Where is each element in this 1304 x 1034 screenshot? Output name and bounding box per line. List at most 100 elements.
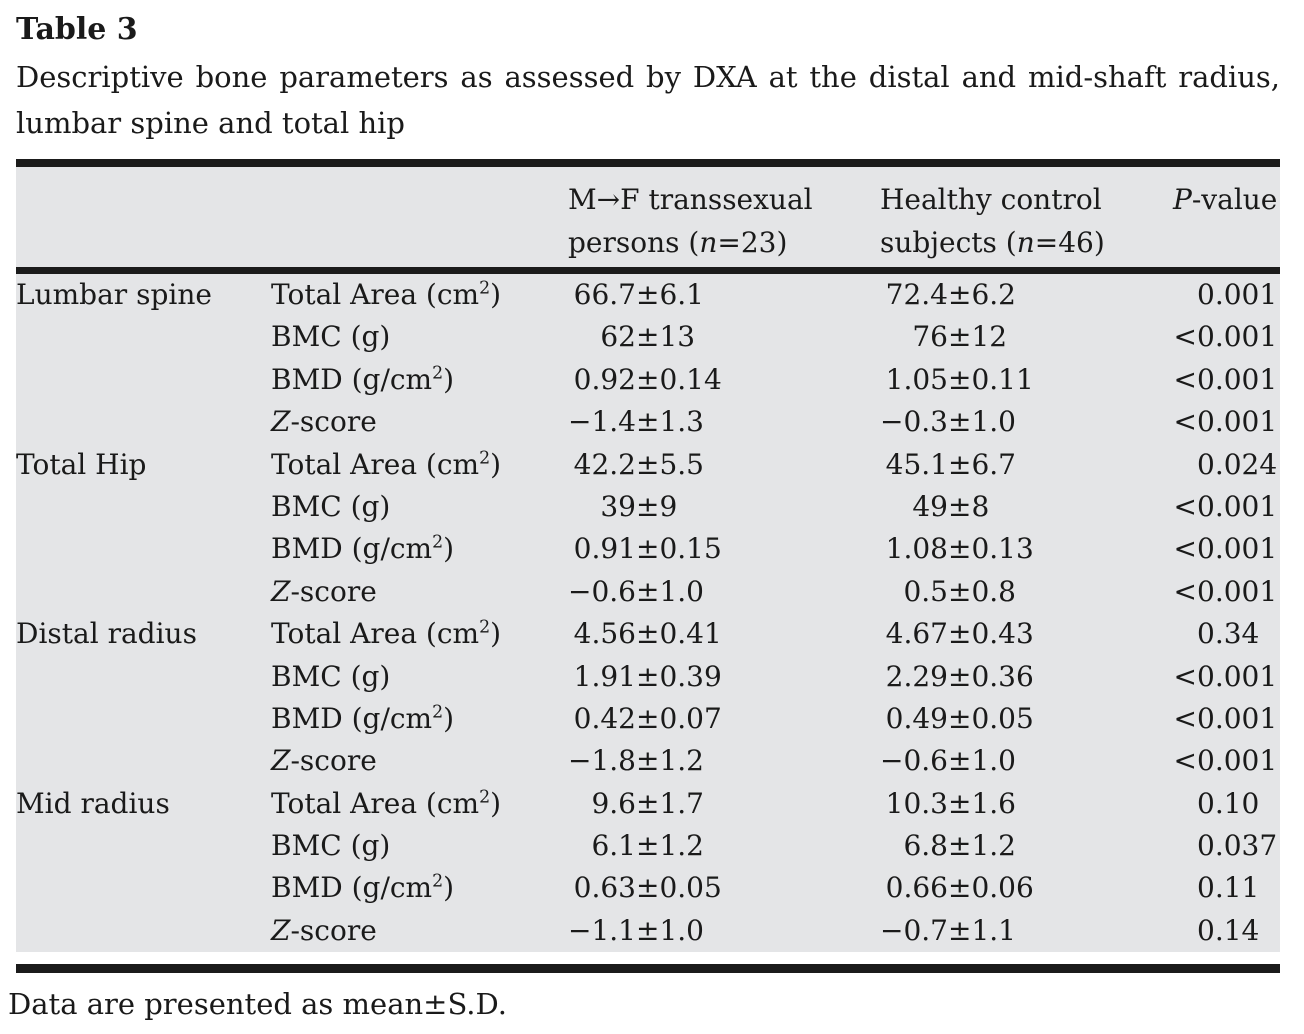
cell-transsexual-value: 1.91±0.39 xyxy=(573,659,722,693)
cell-transsexual-value: −0.6±1.0 xyxy=(568,574,704,608)
cell-p-value: <0.001 xyxy=(1173,316,1280,358)
plus-minus: ± xyxy=(948,362,972,396)
table-row: BMC (g) 39±9 49±8 <0.001 xyxy=(16,486,1280,528)
cell-control-value: 1.05±0.11 xyxy=(885,362,1034,396)
cell-p-value: <0.001 xyxy=(1173,359,1280,401)
cell-control-value: −0.3±1.0 xyxy=(880,405,1016,439)
cell-transsexual-value: 0.63±0.05 xyxy=(573,871,722,905)
cell-transsexual-value: 0.91±0.15 xyxy=(573,532,722,566)
table-row: BMC (g) 1.91±0.39 2.29±0.36 <0.001 xyxy=(16,656,1280,698)
less-than-prefix: < xyxy=(1173,489,1197,523)
plus-minus: ± xyxy=(636,278,660,311)
cell-control-value: 49±8 xyxy=(912,489,990,523)
cell-transsexual-value: −1.4±1.3 xyxy=(568,405,704,439)
cell-transsexual-value: 42.2±5.5 xyxy=(573,447,704,481)
plus-minus: ± xyxy=(948,744,972,778)
cell-control-value: 0.5±0.8 xyxy=(903,574,1016,608)
plus-minus: ± xyxy=(948,786,972,820)
cell-p-value: 0.14 xyxy=(1197,913,1260,947)
row-parameter-label: Z-score xyxy=(271,405,377,439)
cell-p-value: 0.10 xyxy=(1197,786,1260,820)
header-cell-empty-region xyxy=(16,167,271,267)
cell-transsexual-value: 6.1±1.2 xyxy=(591,829,704,863)
plus-minus: ± xyxy=(948,701,972,735)
plus-minus: ± xyxy=(948,617,972,651)
row-region-label xyxy=(16,656,271,698)
cell-p-value: <0.001 xyxy=(1173,698,1280,740)
row-parameter-label: BMC (g) xyxy=(271,659,391,693)
header-control-line2: subjects (n=46) xyxy=(880,226,1105,259)
table-row: Z-score −1.1±1.0 −0.7±1.1 0.14 xyxy=(16,910,1280,952)
cell-p-value: <0.001 xyxy=(1173,528,1280,570)
table-row: Total Hip Total Area (cm2) 42.2±5.5 45.1… xyxy=(16,444,1280,486)
table-row: BMD (g/cm2) 0.42±0.07 0.49±0.05 <0.001 xyxy=(16,698,1280,740)
cell-control-value: 0.66±0.06 xyxy=(885,871,1034,905)
header-cell-p-value: P-value xyxy=(1173,183,1278,216)
row-region-label xyxy=(16,698,271,740)
superscript: 2 xyxy=(432,363,444,384)
plus-minus: ± xyxy=(636,532,660,566)
rule-top xyxy=(16,159,1280,167)
row-parameter-label: Z-score xyxy=(271,913,377,947)
p-symbol: P xyxy=(1173,183,1192,216)
plus-minus: ± xyxy=(636,913,660,947)
superscript: 2 xyxy=(479,448,491,469)
table-header: M→F transsexual persons (n=23) Healthy c… xyxy=(16,167,1280,267)
row-parameter-label: BMC (g) xyxy=(271,320,391,354)
cell-control-value: −0.7±1.1 xyxy=(880,913,1016,947)
cell-transsexual-value: −1.1±1.0 xyxy=(568,913,704,947)
caption-line-2: lumbar spine and total hip xyxy=(16,106,405,140)
table-body: Lumbar spine Total Area (cm2) 66.7±6.1 7… xyxy=(16,274,1280,953)
less-than-prefix: < xyxy=(1173,701,1197,735)
row-region-label xyxy=(16,486,271,528)
header-cell-control-group: Healthy control subjects (n=46) xyxy=(880,167,1173,267)
data-table: M→F transsexual persons (n=23) Healthy c… xyxy=(16,159,1280,974)
table-row: Z-score −0.6±1.0 0.5±0.8 <0.001 xyxy=(16,571,1280,613)
cell-transsexual-value: 0.92±0.14 xyxy=(573,362,722,396)
cell-p-value: <0.001 xyxy=(1173,486,1280,528)
cell-p-value: 0.34 xyxy=(1197,617,1260,651)
row-region-label xyxy=(16,910,271,952)
row-region-label xyxy=(16,571,271,613)
superscript: 2 xyxy=(479,617,491,638)
plus-minus: ± xyxy=(948,447,972,481)
plus-minus: ± xyxy=(948,659,972,693)
row-region-label xyxy=(16,825,271,867)
cell-control-value: −0.6±1.0 xyxy=(880,744,1016,778)
cell-control-value: 0.49±0.05 xyxy=(885,701,1034,735)
row-parameter-label: Z-score xyxy=(271,574,377,608)
cell-p-value: <0.001 xyxy=(1173,656,1280,698)
plus-minus: ± xyxy=(636,617,660,651)
cell-control-value: 10.3±1.6 xyxy=(885,786,1016,820)
cell-control-value: 45.1±6.7 xyxy=(885,447,1016,481)
table-row: BMD (g/cm2) 0.91±0.15 1.08±0.13 <0.001 xyxy=(16,528,1280,570)
table-footnote: Data are presented as mean±S.D. xyxy=(8,987,507,1021)
rule-bottom xyxy=(16,964,1280,974)
superscript: 2 xyxy=(432,702,444,723)
less-than-prefix: < xyxy=(1173,744,1197,778)
row-parameter-label: BMD (g/cm2) xyxy=(271,532,455,566)
row-parameter-label: BMD (g/cm2) xyxy=(271,701,455,735)
rule-below-header xyxy=(16,267,1280,274)
cell-transsexual-value: 66.7±6.1 xyxy=(573,278,704,311)
row-parameter-label: Z-score xyxy=(271,744,377,778)
plus-minus: ± xyxy=(948,829,972,863)
n-symbol: n xyxy=(699,226,718,259)
plus-minus: ± xyxy=(636,786,660,820)
cell-p-value: <0.001 xyxy=(1173,571,1280,613)
header-transsexual-line1: M→F transsexual xyxy=(568,183,813,216)
row-region-label xyxy=(16,401,271,443)
row-region-label: Total Hip xyxy=(16,447,147,481)
plus-minus: ± xyxy=(636,744,660,778)
header-control-line1: Healthy control xyxy=(880,183,1102,216)
plus-minus: ± xyxy=(636,659,660,693)
plus-minus: ± xyxy=(636,574,660,608)
row-parameter-label: BMD (g/cm2) xyxy=(271,871,455,905)
plus-minus: ± xyxy=(948,278,972,311)
cell-p-value: 0.037 xyxy=(1197,829,1278,863)
plus-minus: ± xyxy=(636,320,660,354)
table-row: Lumbar spine Total Area (cm2) 66.7±6.1 7… xyxy=(16,274,1280,316)
row-region-label xyxy=(16,528,271,570)
plus-minus: ± xyxy=(636,829,660,863)
